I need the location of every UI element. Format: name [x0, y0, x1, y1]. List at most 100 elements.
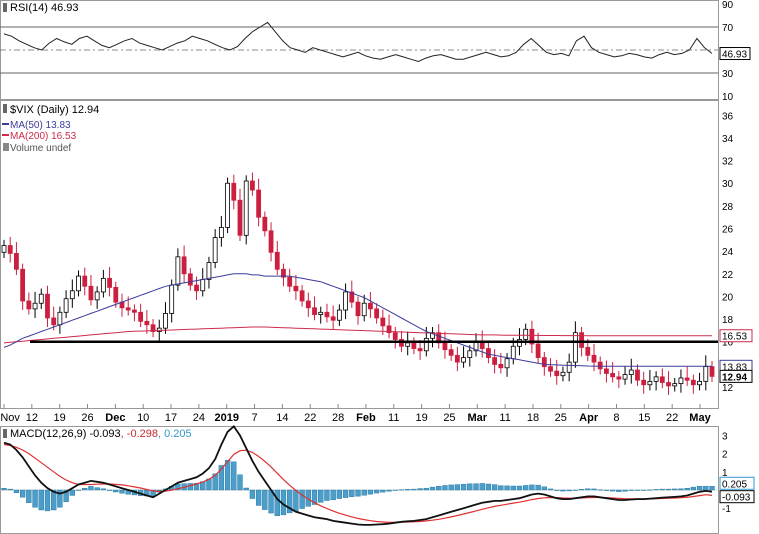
candle-body-33	[206, 262, 212, 280]
macd-histogram-bar-54	[336, 489, 343, 499]
macd-right-label-box-1	[719, 490, 755, 504]
macd-histogram-bar-76	[473, 483, 479, 491]
rsi-title: RSI(14) 46.93	[10, 2, 78, 14]
ma50-line	[3, 273, 712, 367]
candle-body-12	[76, 275, 81, 292]
macd-histogram-bar-36	[224, 459, 231, 491]
rsi-line	[3, 21, 713, 63]
candle-body-35	[218, 226, 224, 238]
candle-body-56	[349, 291, 355, 303]
candle-body-91	[566, 361, 572, 373]
candle-body-43	[268, 230, 274, 253]
price-y-tick-20: 20	[722, 292, 734, 303]
candle-body-111	[690, 379, 696, 386]
macd-histogram-bar-106	[659, 488, 665, 491]
macd-histogram-bar-34	[212, 473, 218, 491]
macd-histogram-bar-77	[479, 483, 485, 491]
candle-body-102	[635, 369, 640, 381]
candle-body-65	[405, 342, 411, 347]
candle-body-23	[144, 320, 150, 326]
macd-line	[3, 425, 713, 526]
price-right-label-box-0	[719, 329, 753, 343]
price-panel-frame	[0, 100, 719, 409]
candle-body-84	[523, 328, 529, 340]
candle-body-80	[498, 363, 504, 369]
macd-histogram-bar-105	[653, 489, 659, 491]
price-legend-swatch	[3, 104, 7, 113]
x-tick-label-12: 28	[332, 412, 344, 424]
macd-histogram-bar-87	[541, 486, 547, 491]
candle-body-97	[604, 368, 609, 374]
candle-body-8	[51, 317, 57, 326]
rsi-last-value-label: 46.93	[722, 50, 747, 61]
candle-body-5	[32, 302, 38, 310]
macd-histogram-bar-80	[498, 485, 504, 491]
candle-body-41	[256, 189, 262, 218]
candle-body-10	[63, 298, 69, 313]
x-tick-label-25: May	[689, 412, 711, 424]
x-tick-label-1: 12	[26, 412, 38, 424]
macd-histogram-bar-108	[672, 488, 678, 491]
candle-body-32	[200, 279, 206, 292]
candle-body-18	[113, 286, 119, 303]
price-y-tick-28: 28	[722, 202, 734, 213]
candle-body-96	[597, 361, 603, 370]
macd-histogram-bar-112	[696, 485, 703, 491]
ma200-legend-label: MA(200) 16.53	[10, 131, 77, 142]
candle-body-45	[281, 268, 286, 278]
macd-title-part-3: , 0.205	[158, 428, 192, 440]
price-title: $VIX (Daily) 12.94	[10, 104, 99, 116]
x-tick-label-2: 19	[54, 412, 66, 424]
candle-body-110	[684, 377, 690, 381]
macd-histogram-bar-98	[609, 489, 616, 492]
macd-histogram-bar-10	[63, 489, 69, 503]
macd-histogram-bar-60	[373, 489, 380, 494]
macd-panel: 3 2 1 -1 0.205 -0.093	[0, 425, 755, 526]
candle-body-37	[231, 182, 237, 201]
macd-histogram-bar-16	[100, 488, 107, 491]
candle-body-100	[622, 374, 628, 380]
macd-histogram-bar-5	[32, 489, 38, 508]
x-tick-label-3: 26	[81, 412, 93, 424]
price-y-tick-24: 24	[722, 247, 734, 258]
candle-body-89	[554, 370, 560, 377]
macd-histogram-bar-85	[529, 484, 535, 491]
macd-right-label-box-0	[719, 476, 755, 490]
x-tick-label-15: 19	[415, 412, 427, 424]
candle-body-54	[336, 309, 342, 321]
candle-body-49	[305, 300, 311, 309]
candle-body-38	[237, 199, 243, 236]
candle-body-98	[610, 373, 616, 378]
macd-histogram-bar-71	[442, 485, 448, 491]
macd-panel-frame	[0, 426, 719, 534]
macd-histogram-bar-50	[311, 489, 318, 505]
candle-body-92	[572, 332, 578, 363]
candle-body-36	[225, 182, 230, 228]
candle-body-44	[274, 251, 280, 270]
candle-body-94	[585, 346, 591, 356]
candle-body-15	[94, 291, 100, 301]
macd-histogram-bar-52	[324, 489, 330, 501]
macd-histogram-bar-89	[554, 489, 560, 491]
macd-histogram-bar-58	[361, 489, 367, 496]
macd-histogram-bar-55	[342, 489, 349, 498]
candle-body-57	[355, 301, 361, 317]
macd-histogram-bar-72	[448, 484, 454, 491]
x-tick-label-7: 24	[193, 412, 205, 424]
macd-histogram-bar-92	[572, 489, 579, 491]
price-y-tick-18: 18	[722, 315, 734, 326]
price-y-tick-26: 26	[722, 225, 734, 236]
macd-title: MACD(12,26,9) -0.093, -0.298, 0.205	[10, 428, 192, 440]
candle-body-86	[535, 343, 541, 358]
macd-signal-line	[3, 443, 713, 523]
macd-histogram-bar-15	[94, 487, 100, 491]
macd-histogram-bar-102	[634, 489, 641, 491]
x-tick-label-14: 11	[388, 412, 399, 424]
candle-body-58	[361, 302, 367, 317]
macd-histogram-bar-83	[516, 485, 523, 491]
candle-body-3	[20, 268, 26, 302]
macd-histogram-bar-99	[616, 489, 622, 492]
macd-histogram-bar-2	[13, 489, 20, 493]
candle-body-46	[287, 276, 293, 287]
